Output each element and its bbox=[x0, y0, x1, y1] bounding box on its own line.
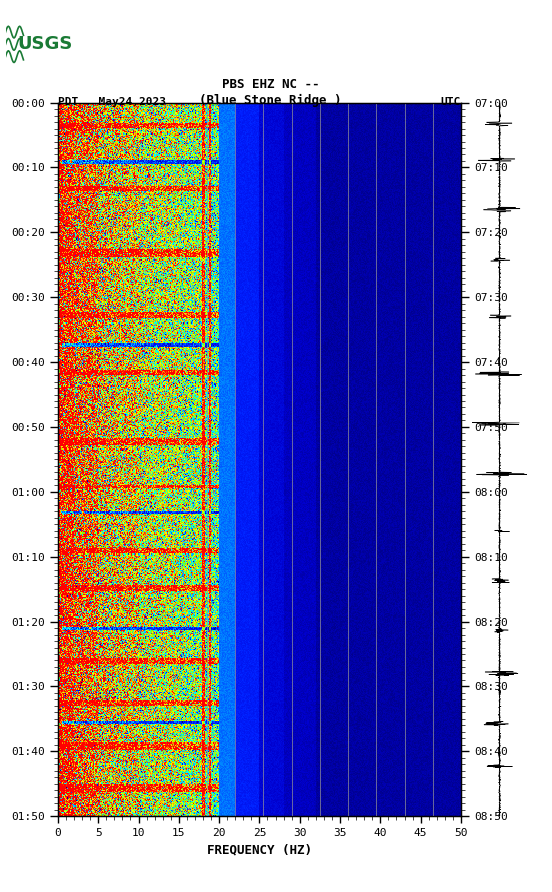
Text: USGS: USGS bbox=[17, 36, 73, 54]
X-axis label: FREQUENCY (HZ): FREQUENCY (HZ) bbox=[207, 844, 312, 856]
Text: UTC: UTC bbox=[440, 97, 461, 107]
Text: PBS EHZ NC --: PBS EHZ NC -- bbox=[222, 78, 319, 91]
Text: PDT   May24,2023: PDT May24,2023 bbox=[58, 97, 166, 107]
Text: (Blue Stone Ridge ): (Blue Stone Ridge ) bbox=[199, 94, 342, 107]
